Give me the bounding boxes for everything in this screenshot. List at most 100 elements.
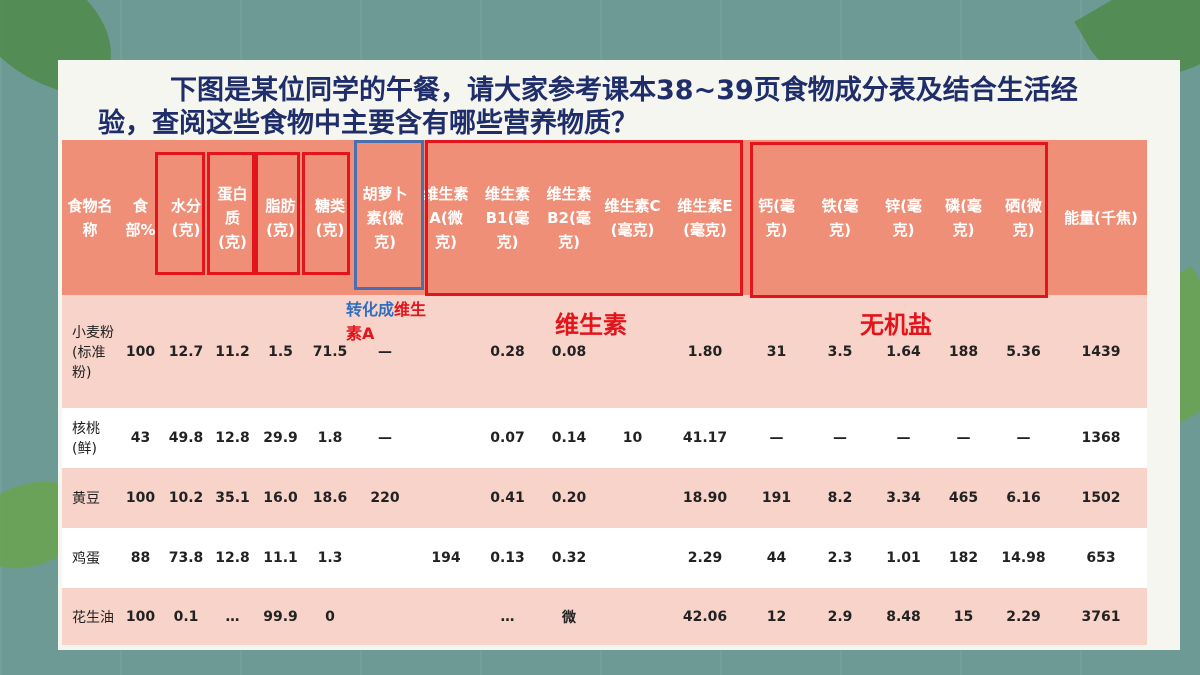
table-cell: 41.17	[665, 408, 745, 468]
highlight-box	[750, 142, 1048, 298]
table-cell: 35.1	[209, 468, 256, 528]
table-row: 核桃(鲜) 43 49.8 12.8 29.9 1.8—0.07 0.14 10 41.17— —…	[62, 408, 1147, 468]
table-cell: 43	[118, 408, 163, 468]
table-cell: 100	[118, 295, 163, 408]
slide-title: 下图是某位同学的午餐，请大家参考课本38~39页食物成分表及结合生活经验，查阅这…	[98, 75, 1078, 139]
conversion-note: 转化成维生素A	[346, 298, 441, 346]
table-cell: —	[872, 408, 935, 468]
table-cell: 3.34	[872, 468, 935, 528]
table-cell: 188	[935, 295, 992, 408]
header-cell: 糖类(克)	[305, 140, 355, 295]
table-cell: 1.64	[872, 295, 935, 408]
table-row: 小麦粉(标准粉) 100 12.7 11.2 1.5 71.5—0.28 0.08 1.80 3…	[62, 295, 1147, 408]
table-cell: 1.01	[872, 528, 935, 588]
table-cell: 194	[415, 528, 477, 588]
header-cell: 脂肪(克)	[256, 140, 305, 295]
header-cell: 蛋白质(克)	[209, 140, 256, 295]
group-label: 无机盐	[860, 311, 932, 339]
table-cell: 2.9	[808, 588, 872, 645]
table-cell: —	[745, 408, 808, 468]
table-cell: 6.16	[992, 468, 1055, 528]
table-cell: 100	[118, 588, 163, 645]
table-cell: 99.9	[256, 588, 305, 645]
table-cell: 0.08	[538, 295, 600, 408]
header-cell: 维生素B2(毫克)	[538, 140, 600, 295]
table-cell: 小麦粉(标准粉)	[62, 295, 118, 408]
header-cell: 水分(克)	[163, 140, 209, 295]
header-cell: 食物名称	[62, 140, 118, 295]
table-cell	[600, 588, 665, 645]
table-cell: 653	[1055, 528, 1147, 588]
table-cell: 73.8	[163, 528, 209, 588]
table-row: 花生油 100 0.1… 99.9 0… 微 42.06 12 2.9 8.48 15 2.29 376…	[62, 588, 1147, 645]
table-cell	[600, 468, 665, 528]
table-cell: 16.0	[256, 468, 305, 528]
table-cell: 88	[118, 528, 163, 588]
table-cell: 0.07	[477, 408, 538, 468]
table-cell: 1.5	[256, 295, 305, 408]
table-cell	[355, 588, 415, 645]
header-cell: 硒(微克)	[992, 140, 1055, 295]
header-cell: 维生素B1(毫克)	[477, 140, 538, 295]
table-cell: 花生油	[62, 588, 118, 645]
table-cell: 10.2	[163, 468, 209, 528]
table-cell: 1.8	[305, 408, 355, 468]
table-cell: 12.8	[209, 528, 256, 588]
table-cell: 465	[935, 468, 992, 528]
table-row: 黄豆 100 10.2 35.1 16.0 18.6 220 0.41 0.20 18.90 191…	[62, 468, 1147, 528]
table-cell: …	[477, 588, 538, 645]
note-text: 维生素A	[346, 300, 427, 343]
highlight-box	[155, 152, 205, 275]
header-cell: 维生素C(毫克)	[600, 140, 665, 295]
table-cell	[355, 528, 415, 588]
table-cell: 29.9	[256, 408, 305, 468]
highlight-box	[302, 152, 350, 275]
highlight-box	[354, 140, 424, 290]
table-cell: 220	[355, 468, 415, 528]
table-cell: 100	[118, 468, 163, 528]
header-cell: 能量(千焦)	[1055, 140, 1147, 295]
table-cell: 0.1	[163, 588, 209, 645]
table-cell: —	[935, 408, 992, 468]
table-cell: 31	[745, 295, 808, 408]
table-cell: 12	[745, 588, 808, 645]
table-cell: 0.14	[538, 408, 600, 468]
table-cell: 核桃(鲜)	[62, 408, 118, 468]
header-cell: 钙(毫克)	[745, 140, 808, 295]
table-cell: 2.29	[665, 528, 745, 588]
table-cell: 5.36	[992, 295, 1055, 408]
table-cell: 12.7	[163, 295, 209, 408]
table-cell: 0.20	[538, 468, 600, 528]
table-cell: 鸡蛋	[62, 528, 118, 588]
highlight-box	[207, 152, 255, 275]
table-cell: …	[209, 588, 256, 645]
table-cell: —	[355, 408, 415, 468]
table-cell: 12.8	[209, 408, 256, 468]
table-cell: 8.2	[808, 468, 872, 528]
note-text: 转化成	[346, 300, 395, 319]
table-cell: 14.98	[992, 528, 1055, 588]
table-cell: 1368	[1055, 408, 1147, 468]
table-cell: 15	[935, 588, 992, 645]
table-cell: 0.32	[538, 528, 600, 588]
table-row: 鸡蛋 88 73.8 12.8 11.1 1.3 194 0.13 0.32 2.29 44 2.3 1…	[62, 528, 1147, 588]
table-cell: —	[992, 408, 1055, 468]
table-cell: 0.13	[477, 528, 538, 588]
table-cell: 3.5	[808, 295, 872, 408]
table-cell: 1439	[1055, 295, 1147, 408]
header-cell: 锌(毫克)	[872, 140, 935, 295]
table-cell	[415, 295, 477, 408]
table-cell: 42.06	[665, 588, 745, 645]
table-cell: 71.5	[305, 295, 355, 408]
table-cell: —	[808, 408, 872, 468]
table-cell: 0.41	[477, 468, 538, 528]
header-cell: 维生素E(毫克)	[665, 140, 745, 295]
table-cell: 8.48	[872, 588, 935, 645]
table-cell: —	[355, 295, 415, 408]
table-cell: 191	[745, 468, 808, 528]
group-label: 维生素	[555, 311, 627, 339]
header-cell: 胡萝卜素(微克)	[355, 140, 415, 295]
header-cell: 磷(毫克)	[935, 140, 992, 295]
table-cell	[415, 408, 477, 468]
